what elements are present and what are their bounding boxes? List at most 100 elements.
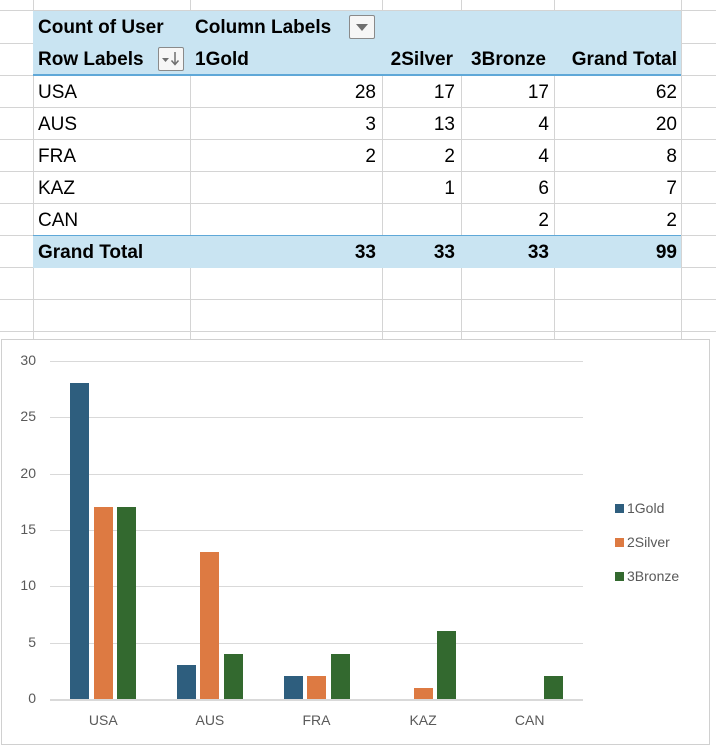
gridline — [50, 642, 583, 644]
pivot-header-row-1: Count of User Column Labels — [33, 11, 681, 43]
column-labels-header[interactable]: Column Labels — [195, 17, 332, 38]
grand-total-silver: 33 — [433, 242, 455, 263]
row-sort-filter-button[interactable] — [158, 47, 184, 71]
row-label[interactable]: KAZ — [38, 178, 75, 199]
grid-row-line — [0, 139, 716, 140]
grid-row-line — [0, 107, 716, 108]
value-cell[interactable]: 62 — [655, 82, 677, 103]
value-cell[interactable]: 1 — [444, 178, 455, 199]
bar-3bronze-can[interactable] — [543, 676, 563, 699]
y-tick-label: 0 — [28, 690, 36, 706]
bar-2silver-aus[interactable] — [200, 552, 220, 699]
gridline — [50, 473, 583, 475]
grand-total-all: 99 — [655, 242, 677, 263]
grid-row-line — [0, 171, 716, 172]
value-cell[interactable]: 17 — [527, 82, 549, 103]
value-cell[interactable]: 3 — [365, 114, 376, 135]
y-tick-label: 30 — [20, 351, 36, 368]
sort-descending-icon — [162, 52, 180, 66]
x-category-label: KAZ — [409, 712, 437, 728]
value-cell[interactable]: 8 — [666, 146, 677, 167]
value-cell[interactable]: 20 — [655, 114, 677, 135]
grid-row-line — [0, 10, 716, 11]
value-cell[interactable]: 6 — [538, 178, 549, 199]
row-label[interactable]: CAN — [38, 210, 79, 231]
grand-total-row: Grand Total 33 33 33 99 — [33, 236, 681, 268]
value-cell[interactable]: 4 — [538, 114, 549, 135]
legend-label: 1Gold — [627, 500, 665, 516]
value-cell[interactable] — [283, 204, 376, 236]
gridline — [50, 586, 583, 588]
header-divider — [33, 74, 681, 76]
bar-1gold-fra[interactable] — [283, 676, 303, 699]
medal-bar-chart[interactable]: 0 5 10 15 20 25 30 USA AUS FRA KAZ CAN 1Gold 2Silver… — [1, 339, 710, 745]
value-cell[interactable]: 13 — [433, 114, 455, 135]
pivot-row: CAN 2 2 — [33, 204, 681, 236]
grid-column-line — [461, 0, 462, 340]
grand-total-bronze: 33 — [527, 242, 549, 263]
value-cell[interactable]: 2 — [365, 146, 376, 167]
pivot-row: FRA 2 2 4 8 — [33, 140, 681, 172]
value-cell[interactable]: 2 — [538, 210, 549, 231]
pivot-row: AUS 3 13 4 20 — [33, 108, 681, 140]
value-cell[interactable]: 2 — [666, 210, 677, 231]
grid-row-line — [0, 203, 716, 204]
y-tick-label: 5 — [28, 633, 36, 650]
legend-item-3bronze[interactable]: 3Bronze — [615, 568, 679, 584]
bar-3bronze-fra[interactable] — [330, 653, 350, 699]
y-tick-label: 25 — [20, 408, 36, 425]
value-cell[interactable]: 2 — [444, 146, 455, 167]
gridline — [50, 529, 583, 531]
legend-swatch-icon — [615, 504, 624, 513]
row-label[interactable]: AUS — [38, 114, 78, 135]
grid-column-line — [190, 0, 191, 340]
legend-swatch-icon — [615, 572, 624, 581]
value-cell[interactable]: 17 — [433, 82, 455, 103]
legend-swatch-icon — [615, 538, 624, 547]
bar-3bronze-aus[interactable] — [223, 653, 243, 699]
dropdown-arrow-icon — [356, 24, 368, 31]
col-header-grand-total: Grand Total — [571, 49, 677, 70]
bar-3bronze-usa[interactable] — [117, 507, 137, 699]
grand-total-gold: 33 — [354, 242, 376, 263]
bar-1gold-aus[interactable] — [176, 665, 196, 699]
grid-row-line — [0, 299, 716, 300]
y-tick-label: 10 — [20, 577, 36, 594]
legend-label: 2Silver — [627, 534, 670, 550]
col-header-silver: 2Silver — [390, 49, 453, 70]
value-cell[interactable] — [383, 204, 455, 236]
legend-label: 3Bronze — [627, 568, 680, 584]
bar-1gold-usa[interactable] — [70, 383, 90, 699]
grid-row-line — [0, 331, 716, 332]
pivot-row: USA 28 17 17 62 — [33, 76, 681, 108]
value-cell[interactable] — [283, 172, 376, 204]
grid-column-line — [33, 0, 34, 340]
grand-total-label: Grand Total — [38, 242, 144, 263]
column-filter-button[interactable] — [349, 15, 375, 39]
value-cell[interactable]: 4 — [538, 146, 549, 167]
x-category-label: FRA — [302, 712, 331, 728]
grid-column-line — [382, 0, 383, 340]
bar-2silver-kaz[interactable] — [413, 687, 433, 699]
pivot-header-row-2: Row Labels 1Gold 2Silver 3Bronze Grand T… — [33, 43, 681, 75]
legend-item-1gold[interactable]: 1Gold — [615, 500, 664, 516]
col-header-bronze: 3Bronze — [471, 49, 546, 70]
x-category-label: AUS — [195, 712, 225, 728]
value-field-label[interactable]: Count of User — [38, 17, 164, 38]
gridline — [50, 417, 583, 419]
row-label[interactable]: FRA — [38, 146, 76, 167]
x-category-label: CAN — [514, 712, 545, 728]
legend-item-2silver[interactable]: 2Silver — [615, 534, 670, 550]
value-cell[interactable]: 7 — [666, 178, 677, 199]
bar-2silver-usa[interactable] — [93, 507, 113, 699]
row-label[interactable]: USA — [38, 82, 78, 103]
col-header-gold: 1Gold — [195, 49, 249, 70]
bar-2silver-fra[interactable] — [307, 676, 326, 699]
value-cell[interactable]: 28 — [354, 82, 376, 103]
bar-3bronze-kaz[interactable] — [437, 631, 457, 699]
row-labels-header[interactable]: Row Labels — [38, 49, 144, 70]
pivot-row: KAZ 1 6 7 — [33, 172, 681, 204]
gridline — [50, 360, 583, 362]
grid-column-line — [681, 0, 682, 340]
x-axis-line — [50, 699, 583, 701]
